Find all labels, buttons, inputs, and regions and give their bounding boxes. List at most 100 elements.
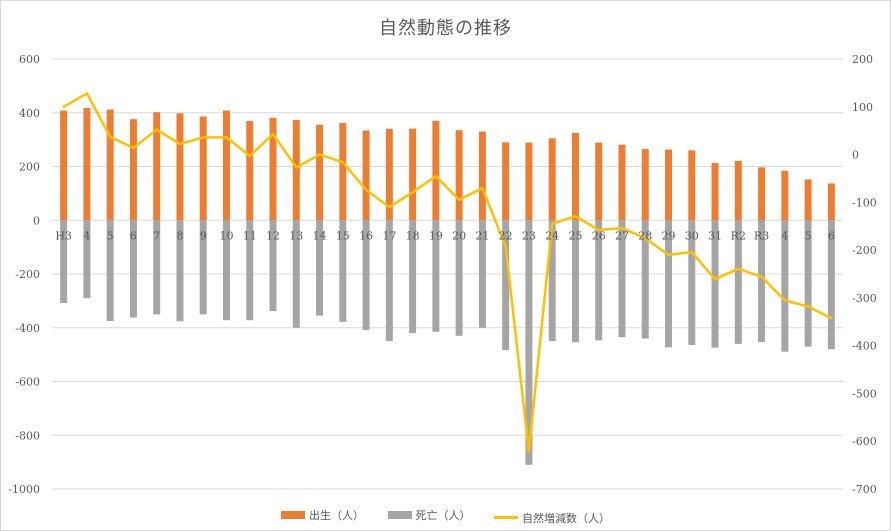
bar-death-4 xyxy=(153,220,161,315)
x-axis-ticks: H3 4 5 6 7 8 9 10 11 12 13 14 15 16 17 18 19 20 21 22 23 24 25… xyxy=(55,229,835,242)
right-tick-6: -400 xyxy=(852,340,877,353)
bar-death-8 xyxy=(246,220,254,321)
bar-birth-16 xyxy=(432,120,440,221)
bar-birth-28 xyxy=(711,163,719,221)
bar-birth-32 xyxy=(804,179,812,221)
point-natural-change-30 xyxy=(760,275,763,279)
x-tick-32: 5 xyxy=(805,229,812,242)
point-natural-change-22 xyxy=(574,214,577,218)
legend-label-natural-change: 自然増減数（人） xyxy=(522,511,610,525)
x-tick-18: 21 xyxy=(475,229,489,242)
left-tick-2: 200 xyxy=(19,161,40,174)
x-tick-31: 4 xyxy=(781,229,788,242)
bar-birth-25 xyxy=(641,149,649,221)
x-tick-27: 30 xyxy=(685,229,699,242)
chart-title: 自然動態の推移 xyxy=(379,18,512,39)
right-tick-5: -300 xyxy=(852,292,877,305)
point-natural-change-28 xyxy=(713,278,717,281)
point-natural-change-1 xyxy=(85,92,89,95)
point-natural-change-4 xyxy=(155,128,158,131)
bar-birth-18 xyxy=(478,131,486,221)
x-tick-14: 17 xyxy=(382,229,396,242)
x-tick-26: 29 xyxy=(662,229,676,242)
left-tick-8: -1000 xyxy=(8,483,40,496)
x-tick-22: 25 xyxy=(568,229,582,242)
point-natural-change-20 xyxy=(527,450,531,453)
point-natural-change-19 xyxy=(504,245,507,248)
bar-death-21 xyxy=(548,220,556,342)
bar-birth-0 xyxy=(60,110,68,221)
bar-death-30 xyxy=(758,220,766,342)
bar-birth-12 xyxy=(339,122,347,221)
point-natural-change-15 xyxy=(411,191,414,194)
point-natural-change-21 xyxy=(550,222,554,226)
bar-death-19 xyxy=(502,220,510,351)
bar-death-28 xyxy=(711,220,719,348)
right-tick-7: -500 xyxy=(852,387,877,400)
right-tick-2: 0 xyxy=(852,149,859,162)
x-tick-20: 23 xyxy=(522,229,536,242)
bar-birth-22 xyxy=(571,132,579,221)
series-death-bars xyxy=(60,220,835,465)
legend-swatch-natural-change xyxy=(494,516,518,519)
point-natural-change-8 xyxy=(248,154,251,158)
x-tick-12: 15 xyxy=(336,229,350,242)
bar-death-5 xyxy=(176,220,184,322)
point-natural-change-3 xyxy=(132,146,135,150)
left-tick-3: 0 xyxy=(33,214,40,227)
left-axis-ticks: 600 400 200 0 -200 -400 -600 -800 -1000 xyxy=(8,53,40,496)
point-natural-change-18 xyxy=(481,186,484,190)
bar-death-17 xyxy=(455,220,463,336)
bar-death-14 xyxy=(385,220,393,342)
legend-item-death: 死亡（人） xyxy=(387,507,471,523)
bar-birth-20 xyxy=(525,142,533,221)
legend-swatch-death xyxy=(387,511,412,519)
x-tick-11: 14 xyxy=(313,229,327,242)
point-natural-change-16 xyxy=(434,174,438,178)
bar-death-2 xyxy=(106,220,114,322)
legend-swatch-birth xyxy=(281,511,305,519)
left-tick-5: -400 xyxy=(15,322,40,335)
bar-birth-21 xyxy=(548,138,556,221)
right-tick-4: -200 xyxy=(852,244,877,257)
legend: 出生（人） 死亡（人） 自然増減数（人） xyxy=(0,507,891,526)
bar-birth-23 xyxy=(595,142,603,221)
x-tick-8: 11 xyxy=(243,229,257,242)
bar-death-20 xyxy=(525,220,533,465)
x-tick-3: 6 xyxy=(130,229,137,242)
x-tick-33: 6 xyxy=(828,229,835,242)
bar-death-31 xyxy=(781,220,789,352)
bar-birth-27 xyxy=(688,150,696,221)
bar-birth-7 xyxy=(222,110,230,221)
point-natural-change-27 xyxy=(690,250,693,254)
series-natural-change-line xyxy=(62,92,833,453)
point-natural-change-24 xyxy=(620,226,624,230)
bar-death-16 xyxy=(432,220,440,332)
bar-death-11 xyxy=(316,220,324,316)
bar-birth-6 xyxy=(199,116,207,221)
x-tick-24: 27 xyxy=(615,229,629,242)
bar-birth-1 xyxy=(83,107,91,221)
point-natural-change-33 xyxy=(830,317,833,320)
series-birth-bars xyxy=(60,107,835,221)
point-natural-change-26 xyxy=(667,253,670,257)
point-natural-change-25 xyxy=(644,236,647,240)
bar-birth-13 xyxy=(362,130,370,221)
point-natural-change-11 xyxy=(318,153,321,156)
bar-birth-14 xyxy=(385,128,393,221)
point-natural-change-17 xyxy=(457,198,461,202)
x-tick-9: 12 xyxy=(266,229,280,242)
point-natural-change-12 xyxy=(341,161,345,164)
bar-birth-10 xyxy=(292,120,300,221)
point-natural-change-7 xyxy=(225,136,228,139)
bar-death-29 xyxy=(734,220,742,344)
point-natural-change-2 xyxy=(108,135,112,139)
bar-birth-2 xyxy=(106,109,114,221)
bar-birth-5 xyxy=(176,113,184,221)
point-natural-change-6 xyxy=(202,136,205,139)
right-tick-9: -700 xyxy=(852,483,877,496)
point-natural-change-9 xyxy=(271,132,275,136)
bar-birth-4 xyxy=(153,112,161,221)
bar-death-12 xyxy=(339,220,347,322)
